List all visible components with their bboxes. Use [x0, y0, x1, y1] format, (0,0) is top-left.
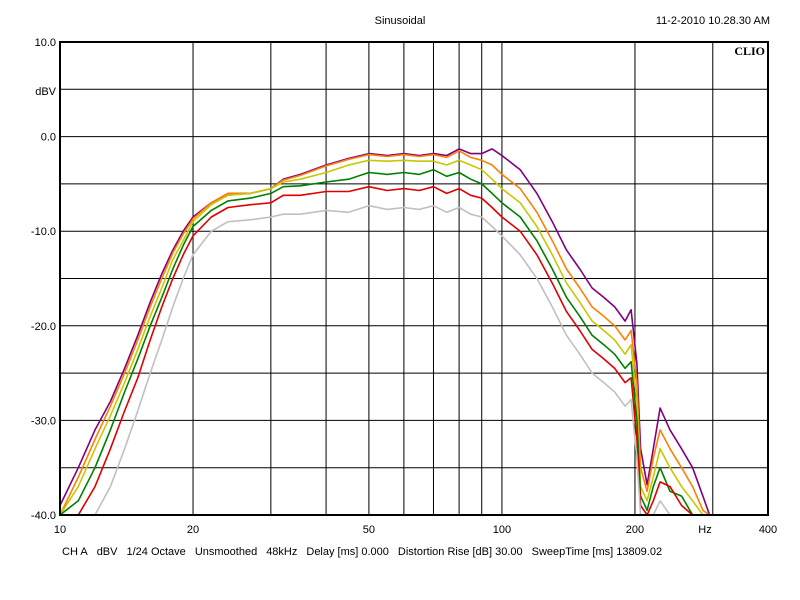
footer-item: Delay [ms] 0.000 — [306, 546, 389, 558]
y-tick-label: -30.0 — [31, 415, 56, 427]
footer-item: 48kHz — [266, 546, 297, 558]
x-tick-label: 10 — [54, 524, 66, 536]
series-line-purple — [59, 148, 711, 516]
footer-info: CH A dBV 1/24 Octave Unsmoothed 48kHz Delay [… — [62, 546, 662, 558]
series-line-yellow — [59, 159, 710, 516]
footer-item: CH A — [62, 546, 88, 558]
x-tick-label: 200 — [626, 524, 644, 536]
chart-timestamp: 11-2-2010 10.28.30 AM — [656, 15, 770, 27]
footer-item: dBV — [97, 546, 118, 558]
plot-frame — [59, 41, 769, 516]
chart-title: Sinusoidal — [375, 15, 426, 27]
x-tick-label: 400 — [759, 524, 777, 536]
series-line-gray — [60, 204, 710, 516]
clio-logo: CLIO — [734, 44, 765, 58]
x-axis-label: Hz — [698, 524, 711, 536]
footer-item: Distortion Rise [dB] 30.00 — [398, 546, 523, 558]
footer-item: 1/24 Octave — [126, 546, 185, 558]
x-tick-label: 20 — [187, 524, 199, 536]
y-tick-label: 0.0 — [41, 132, 56, 144]
series-line-orange — [59, 150, 711, 516]
x-tick-label: 50 — [363, 524, 375, 536]
y-tick-label: -20.0 — [31, 321, 56, 333]
series-line-green — [59, 168, 710, 516]
x-tick-label: 100 — [493, 524, 511, 536]
footer-item: SweepTime [ms] 13809.02 — [532, 546, 662, 558]
y-tick-label: -40.0 — [31, 510, 56, 522]
y-tick-label: -10.0 — [31, 226, 56, 238]
footer-item: Unsmoothed — [195, 546, 257, 558]
y-tick-label: 10.0 — [35, 37, 56, 49]
y-axis-label: dBV — [35, 86, 56, 98]
